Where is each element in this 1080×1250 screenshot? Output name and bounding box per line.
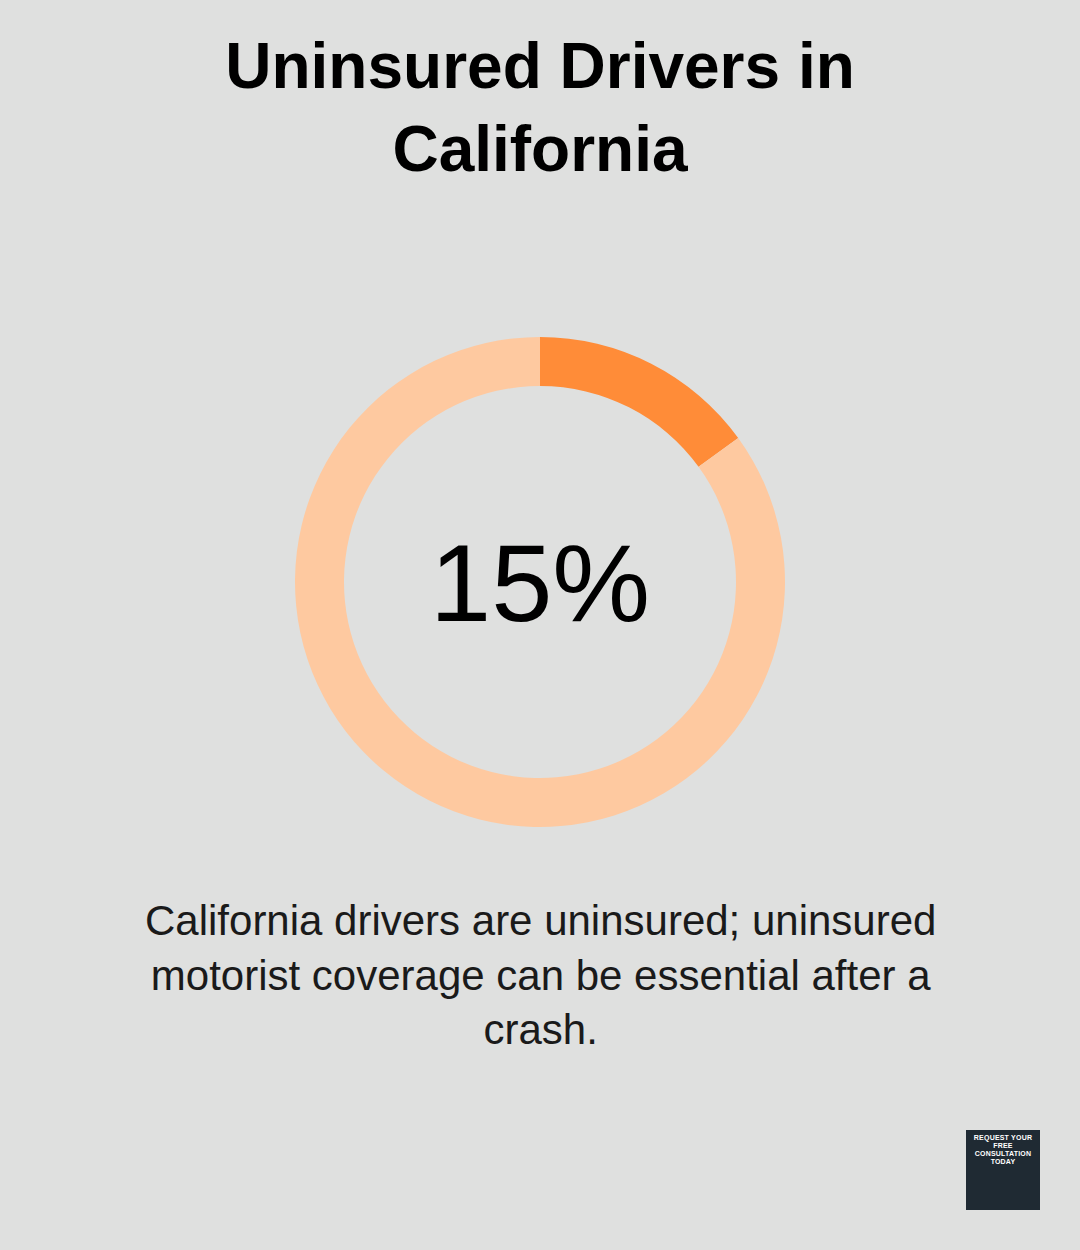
- html-text:REQUEST YOUR FREE CONSULTATION: REQUEST YOUR FREE CONSULTATION TODAY: [973, 1134, 1033, 1165]
- svg-text:California drivers are uninsur: California drivers are uninsured; uninsu…: [145, 897, 936, 1053]
- svg-text:Uninsured Drivers inCalifornia: Uninsured Drivers inCalifornia: [225, 30, 855, 185]
- svg-text:15%: 15%: [430, 521, 650, 644]
